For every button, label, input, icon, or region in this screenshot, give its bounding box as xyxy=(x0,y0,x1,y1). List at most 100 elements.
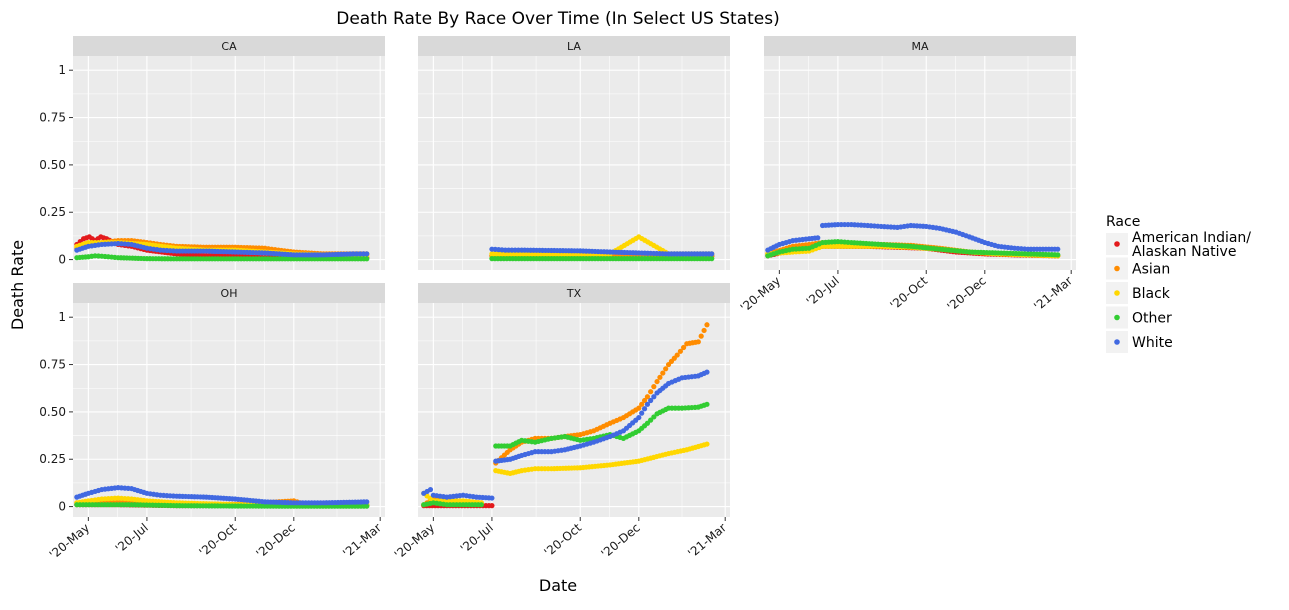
facet-ma: MA '20-May '20-Jul '20-Oct '20-Dec '21-Mar xyxy=(738,36,1076,315)
panel-background xyxy=(764,56,1076,270)
facet-strip-label: MA xyxy=(911,40,928,53)
y-tick-label: 0.25 xyxy=(39,205,66,219)
facet-strip-label: TX xyxy=(566,287,582,300)
panel-background xyxy=(73,56,385,270)
x-tick-label: '20-May xyxy=(392,521,438,562)
facet-strip-label: OH xyxy=(221,287,238,300)
x-tick-label: '21-Mar xyxy=(1031,274,1075,314)
data-point xyxy=(364,499,370,505)
data-point xyxy=(651,414,657,420)
x-tick-label: '21-Mar xyxy=(685,521,729,561)
data-point xyxy=(815,235,821,241)
legend-label: White xyxy=(1132,335,1173,351)
data-point xyxy=(704,322,710,328)
data-point xyxy=(644,420,651,426)
data-point xyxy=(644,401,651,407)
data-point xyxy=(364,251,370,257)
data-point xyxy=(1055,246,1061,252)
data-point xyxy=(636,414,642,421)
legend-entry: Black xyxy=(1106,282,1171,304)
x-tick-label: '20-Oct xyxy=(196,520,239,559)
x-tick-label: '20-May xyxy=(738,274,784,315)
facet-ca: CA 0 0.25 0.50 0.75 1 xyxy=(39,36,385,270)
facet-strip xyxy=(73,283,385,303)
data-point xyxy=(663,366,669,372)
legend-label: Asian xyxy=(1132,262,1170,278)
y-axis-title: Death Rate xyxy=(8,240,27,330)
data-point xyxy=(701,327,707,334)
x-tick-label: '20-May xyxy=(47,521,93,562)
data-point xyxy=(709,251,715,257)
data-point xyxy=(695,339,701,345)
x-tick-label: '20-Oct xyxy=(541,520,584,559)
data-point xyxy=(651,394,657,400)
data-point xyxy=(704,369,710,375)
legend-entry: Asian xyxy=(1106,257,1170,280)
y-tick-label: 0.50 xyxy=(39,158,66,172)
facet-strip xyxy=(764,36,1076,56)
legend-label: American Indian/ xyxy=(1132,230,1251,246)
data-points xyxy=(489,234,715,262)
data-point xyxy=(641,406,648,412)
data-point xyxy=(489,495,495,501)
facet-strip-label: CA xyxy=(221,40,237,53)
x-axis-title: Date xyxy=(539,576,577,595)
data-points xyxy=(74,485,370,509)
panel-background xyxy=(418,56,730,270)
legend-swatch xyxy=(1114,314,1120,321)
chart-title: Death Rate By Race Over Time (In Select … xyxy=(336,9,780,29)
data-point xyxy=(489,503,495,509)
data-point xyxy=(709,256,715,262)
y-tick-label: 1 xyxy=(58,63,66,77)
legend-entry: American Indian/Alaskan Native xyxy=(1106,230,1251,260)
facet-strip xyxy=(418,36,730,56)
y-tick-label: 0 xyxy=(58,500,66,514)
x-tick-label: '20-Dec xyxy=(253,521,297,561)
legend-title: Race xyxy=(1106,214,1140,230)
x-tick-label: '20-Oct xyxy=(887,273,930,312)
data-point xyxy=(704,401,710,407)
data-points xyxy=(74,234,370,262)
data-points xyxy=(765,221,1061,259)
data-point xyxy=(427,486,434,493)
legend-label: Black xyxy=(1132,286,1171,302)
data-point xyxy=(1055,252,1061,258)
y-tick-label: 1 xyxy=(58,310,66,324)
data-point xyxy=(478,502,484,508)
data-point xyxy=(364,503,370,509)
x-tick-label: '21-Mar xyxy=(340,521,384,561)
data-point xyxy=(660,370,666,376)
data-point xyxy=(674,352,680,358)
data-point xyxy=(654,378,660,385)
legend-swatch xyxy=(1114,265,1120,272)
facet-strip-label: LA xyxy=(567,40,581,53)
x-tick-label: '20-Jul xyxy=(458,521,496,556)
y-tick-label: 0.75 xyxy=(39,358,66,372)
data-point xyxy=(681,344,687,351)
legend-swatch xyxy=(1114,241,1120,247)
data-point xyxy=(364,256,370,262)
x-tick-label: '20-Dec xyxy=(598,521,642,561)
data-point xyxy=(644,394,651,400)
legend-swatch xyxy=(1114,339,1120,345)
facet-strip xyxy=(418,283,730,303)
y-tick-label: 0.75 xyxy=(39,111,66,125)
data-point xyxy=(657,374,663,380)
legend-label: Other xyxy=(1132,311,1172,327)
facet-strip xyxy=(73,36,385,56)
x-tick-label: '20-Dec xyxy=(944,274,988,314)
y-tick-label: 0.25 xyxy=(39,452,66,466)
data-point xyxy=(698,333,704,339)
legend: Race American Indian/Alaskan Native Asian… xyxy=(1106,214,1251,353)
data-point xyxy=(639,401,645,407)
x-tick-label: '20-Jul xyxy=(804,274,842,309)
data-point xyxy=(639,410,645,416)
facet-la: LA xyxy=(418,36,730,270)
y-tick-label: 0 xyxy=(58,253,66,267)
y-tick-label: 0.50 xyxy=(39,405,66,419)
legend-swatch xyxy=(1114,290,1120,296)
data-point xyxy=(648,417,654,423)
data-point xyxy=(636,405,642,411)
data-point xyxy=(648,397,654,404)
